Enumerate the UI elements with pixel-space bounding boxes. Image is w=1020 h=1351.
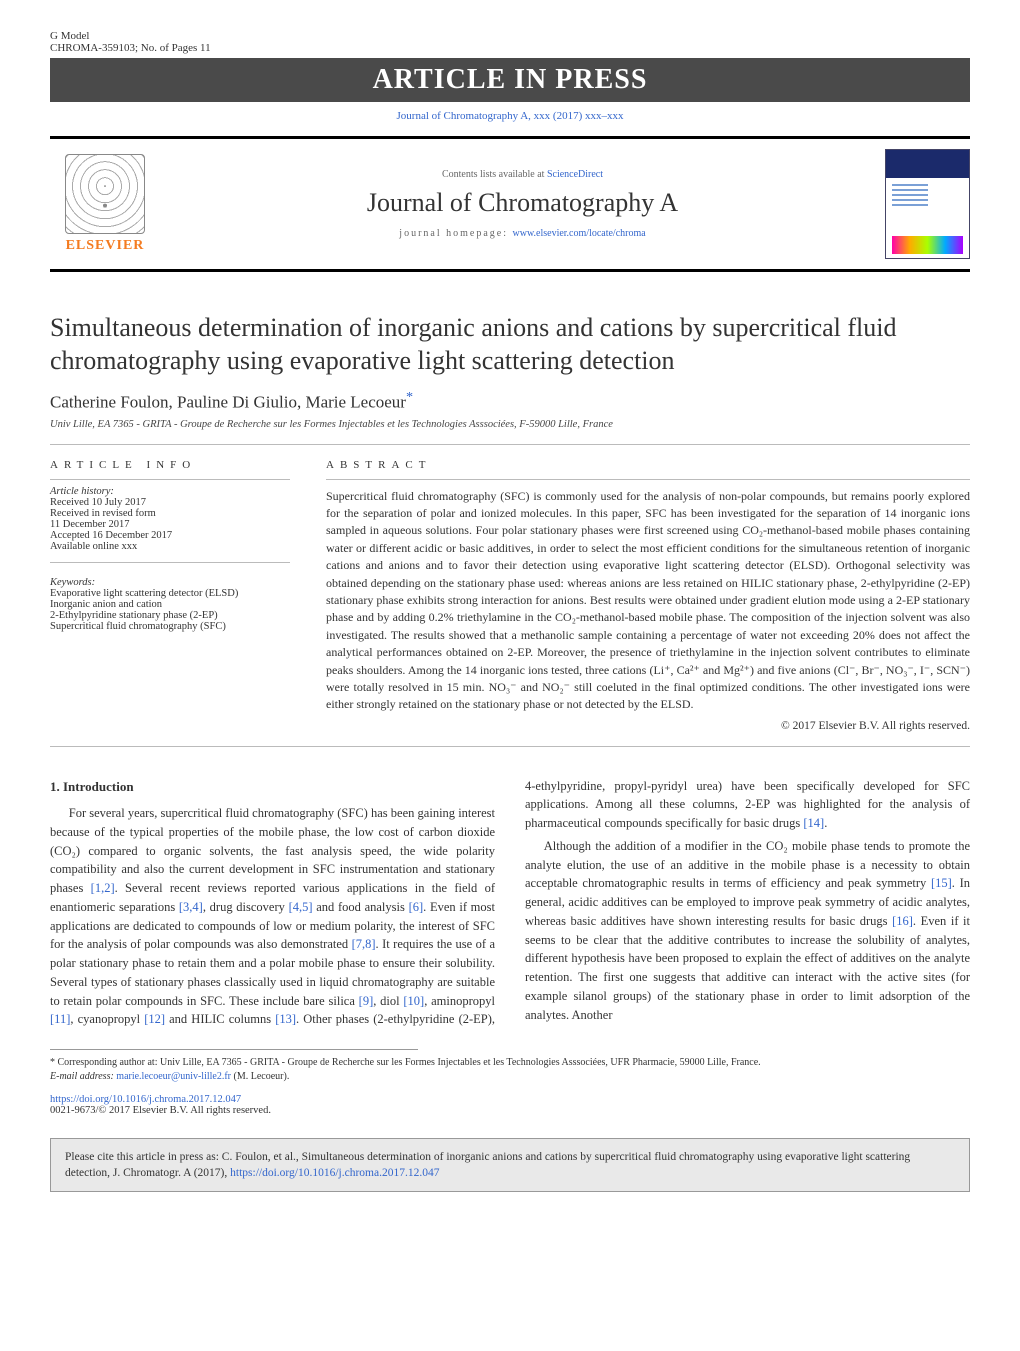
citation-box: Please cite this article in press as: C.… [50,1138,970,1192]
sciencedirect-link[interactable]: ScienceDirect [547,169,603,180]
divider [50,444,970,445]
abstract-heading: abstract [326,459,970,471]
keyword-3: 2-Ethylpyridine stationary phase (2-EP) [50,610,290,621]
journal-title: Journal of Chromatography A [160,188,885,218]
ref-10[interactable]: [10] [403,994,424,1008]
ref-7-8[interactable]: [7,8] [352,937,376,951]
elsevier-logo: ELSEVIER [50,154,160,254]
ref-9[interactable]: [9] [359,994,374,1008]
doi-link[interactable]: https://doi.org/10.1016/j.chroma.2017.12… [50,1094,241,1105]
ref-11[interactable]: [11] [50,1012,70,1026]
contents-line: Contents lists available at ScienceDirec… [160,169,885,180]
received-date: Received 10 July 2017 [50,497,290,508]
article-info-heading: article info [50,459,290,471]
contents-prefix: Contents lists available at [442,169,547,180]
elsevier-tree-icon [65,154,145,234]
section-1-heading: 1. Introduction [50,777,495,797]
article-ref: CHROMA-359103; No. of Pages 11 [50,42,211,54]
author-names: Catherine Foulon, Pauline Di Giulio, Mar… [50,393,406,412]
journal-issue-link[interactable]: Journal of Chromatography A, xxx (2017) … [50,110,970,122]
citation-text: Please cite this article in press as: C.… [65,1151,910,1179]
online-date: Available online xxx [50,541,290,552]
ref-6[interactable]: [6] [409,900,424,914]
ref-13[interactable]: [13] [275,1012,296,1026]
accepted-date: Accepted 16 December 2017 [50,530,290,541]
keyword-2: Inorganic anion and cation [50,599,290,610]
ref-12[interactable]: [12] [144,1012,165,1026]
homepage-label: journal homepage: [399,228,512,239]
issn-copyright: 0021-9673/© 2017 Elsevier B.V. All right… [50,1105,970,1116]
email-link[interactable]: marie.lecoeur@univ-lille2.fr [116,1071,231,1082]
ref-15[interactable]: [15] [931,876,952,890]
authors: Catherine Foulon, Pauline Di Giulio, Mar… [50,389,970,413]
abstract-text: Supercritical fluid chromatography (SFC)… [326,488,970,714]
history-label: Article history: [50,486,290,497]
homepage-link[interactable]: www.elsevier.com/locate/chroma [513,228,646,239]
intro-p3: Although the addition of a modifier in t… [525,837,970,1025]
keyword-4: Supercritical fluid chromatography (SFC) [50,621,290,632]
ref-1-2[interactable]: [1,2] [91,881,115,895]
affiliation: Univ Lille, EA 7365 - GRITA - Groupe de … [50,419,970,430]
footnote-separator [50,1049,418,1050]
ref-16[interactable]: [16] [892,914,913,928]
revised-line1: Received in revised form [50,508,290,519]
in-press-banner: ARTICLE IN PRESS [50,58,970,102]
corresponding-marker: * [406,389,413,405]
revised-line2: 11 December 2017 [50,519,290,530]
keyword-1: Evaporative light scattering detector (E… [50,588,290,599]
article-title: Simultaneous determination of inorganic … [50,312,970,377]
ref-3-4[interactable]: [3,4] [179,900,203,914]
email-footnote: E-mail address: marie.lecoeur@univ-lille… [50,1070,970,1084]
elsevier-brand: ELSEVIER [66,238,145,254]
citation-doi-link[interactable]: https://doi.org/10.1016/j.chroma.2017.12… [230,1167,439,1179]
journal-masthead: ELSEVIER Contents lists available at Sci… [50,136,970,272]
gmodel-label: G Model [50,30,211,42]
journal-cover-thumbnail [885,149,970,259]
corresponding-footnote: * Corresponding author at: Univ Lille, E… [50,1056,970,1070]
ref-4-5[interactable]: [4,5] [289,900,313,914]
journal-homepage: journal homepage: www.elsevier.com/locat… [160,228,885,239]
keywords-label: Keywords: [50,577,290,588]
abstract-copyright: © 2017 Elsevier B.V. All rights reserved… [326,720,970,732]
ref-14[interactable]: [14] [803,816,824,830]
